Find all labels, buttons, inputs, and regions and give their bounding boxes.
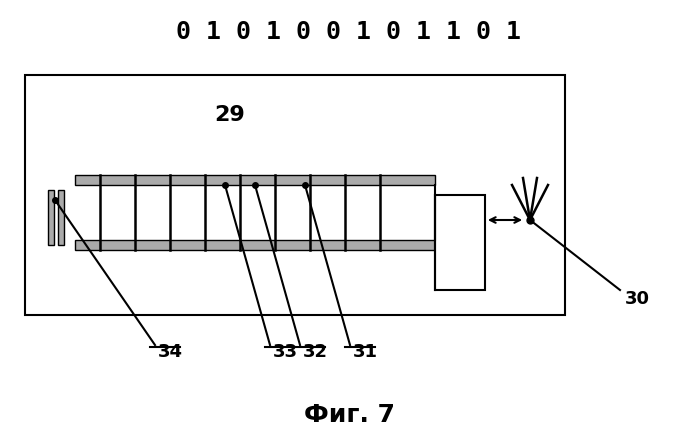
Bar [75, 175, 435, 185]
Text: 32: 32 [303, 343, 328, 361]
Bar [58, 190, 64, 245]
Bar [75, 240, 435, 250]
Bar [25, 75, 565, 315]
Text: 34: 34 [158, 343, 183, 361]
Text: Фиг. 7: Фиг. 7 [303, 403, 394, 427]
Bar [48, 190, 54, 245]
Text: 0 1 0 1 0 0 1 0 1 1 0 1: 0 1 0 1 0 0 1 0 1 1 0 1 [177, 20, 521, 44]
Text: 31: 31 [353, 343, 378, 361]
Bar [435, 195, 485, 290]
Text: 33: 33 [273, 343, 298, 361]
Text: 30: 30 [625, 290, 650, 308]
Text: 29: 29 [215, 105, 245, 125]
